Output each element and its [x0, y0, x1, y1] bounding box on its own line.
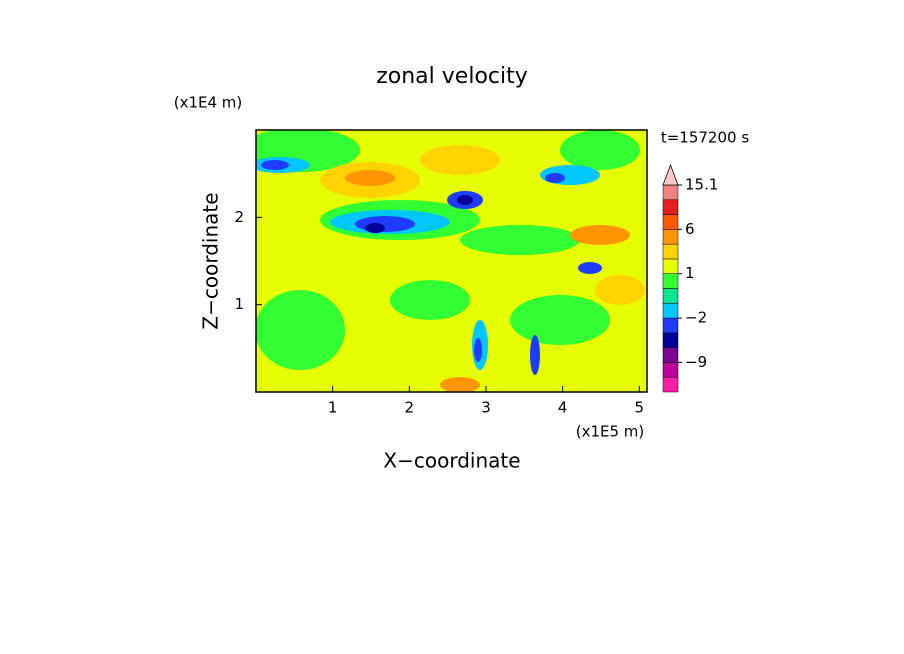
chart-title: zonal velocity — [376, 64, 528, 89]
colorbar-box — [662, 303, 679, 319]
x-unit: (x1E5 m) — [576, 423, 645, 441]
x-axis-label: X−coordinate — [383, 449, 520, 473]
x-tick-label: 3 — [481, 399, 491, 417]
colorbar-tick-label: −9 — [685, 353, 707, 371]
plot-frame — [255, 129, 648, 393]
colorbar-box — [662, 214, 679, 230]
y-axis-label: Z−coordinate — [199, 192, 223, 329]
colorbar-tick-label: 15.1 — [685, 176, 718, 194]
x-tick-label: 4 — [558, 399, 568, 417]
colorbar-box — [662, 273, 679, 289]
time-label: t=157200 s — [661, 129, 749, 147]
colorbar-tick-label: 6 — [685, 220, 695, 238]
colorbar-box — [662, 347, 679, 363]
x-tick-label: 2 — [405, 399, 415, 417]
colorbar-box — [662, 258, 679, 274]
colorbar-box — [662, 199, 679, 215]
colorbar-box — [662, 376, 679, 393]
colorbar-box — [662, 243, 679, 260]
x-tick-label: 1 — [328, 399, 338, 417]
colorbar-extend — [662, 163, 679, 186]
colorbar-tick-label: −2 — [685, 309, 707, 327]
y-unit: (x1E4 m) — [174, 94, 243, 112]
colorbar-box — [662, 362, 679, 378]
colorbar-box — [662, 332, 679, 348]
colorbar-box — [662, 229, 679, 245]
y-tick-label: 2 — [234, 208, 244, 226]
y-tick-label: 1 — [234, 295, 244, 313]
colorbar-box — [662, 288, 679, 304]
x-tick-label: 5 — [635, 399, 645, 417]
colorbar-box — [662, 184, 679, 201]
colorbar-tick-label: 1 — [685, 264, 695, 282]
contour-field — [256, 130, 647, 392]
colorbar-box — [662, 317, 679, 334]
